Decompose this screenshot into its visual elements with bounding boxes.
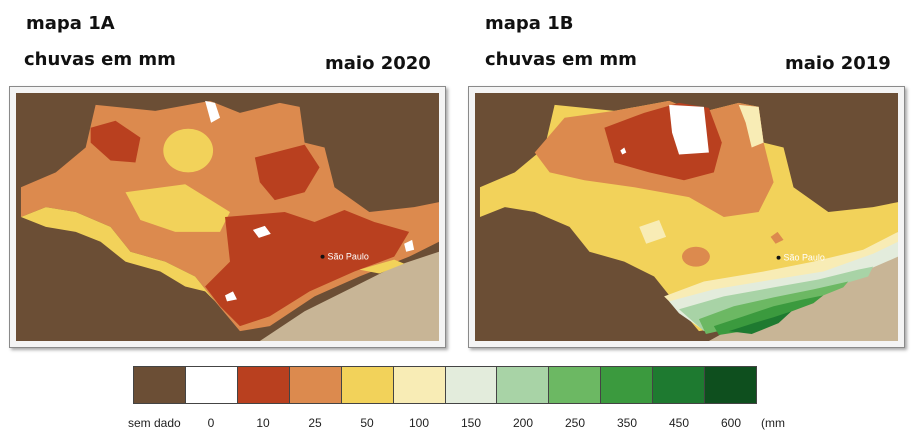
- map-b-zone-100mm-north: [738, 104, 764, 148]
- map-b-zone-25mm-blob-a: [682, 246, 710, 267]
- map-b: São Paulo: [475, 93, 898, 341]
- legend-label-450: 450: [668, 416, 690, 430]
- map-a-title: mapa 1A: [26, 13, 115, 34]
- map-b-zone-350mm: [713, 295, 824, 336]
- map-a-zone-10mm-northwest: [90, 120, 141, 163]
- legend-swatch-450mm: [653, 367, 706, 403]
- map-a-zone-0mm-b: [225, 291, 237, 302]
- legend-swatch-10mm: [237, 367, 290, 403]
- legend-unit-label: (mm: [761, 416, 785, 430]
- map-a-zone-10mm-southeast: [205, 210, 410, 327]
- map-a-zone-0mm-a: [252, 225, 271, 238]
- legend-swatch-200mm: [497, 367, 550, 403]
- map-b-title: mapa 1B: [485, 13, 574, 34]
- legend-swatch-600mm: [705, 367, 757, 403]
- legend-label-10: 10: [256, 416, 270, 430]
- legend-label-25: 25: [308, 416, 322, 430]
- map-a-date: maio 2020: [325, 53, 431, 74]
- map-a-zone-0mm-north: [205, 100, 221, 123]
- map-b-subtitle: chuvas em mm: [485, 49, 637, 70]
- map-b-zone-25mm-blob-b: [770, 231, 784, 244]
- map-a-zone-50mm-north: [163, 128, 214, 173]
- legend-swatch-250mm: [549, 367, 602, 403]
- legend-label-150: 150: [460, 416, 482, 430]
- map-a-city-marker: [320, 254, 325, 259]
- legend-label-250: 250: [564, 416, 586, 430]
- map-a-frame: São Paulo: [9, 86, 446, 348]
- map-b-zone-450mm: [728, 311, 792, 335]
- map-a-ocean: [259, 251, 439, 341]
- map-a-zone-10mm-northeast: [254, 144, 320, 201]
- legend-swatch-no-data: [134, 367, 186, 403]
- map-b-city-marker: [776, 255, 781, 260]
- legend-swatch-0mm: [185, 367, 238, 403]
- map-a: São Paulo: [16, 93, 439, 341]
- legend-swatch-25mm: [289, 367, 342, 403]
- legend-color-scale: [133, 366, 757, 404]
- legend-label-0: 0: [207, 416, 215, 430]
- map-a-zone-50mm-west: [20, 207, 216, 302]
- map-b-zone-0mm-small: [620, 147, 627, 155]
- map-a-zone-50mm-center: [125, 184, 230, 232]
- legend-label-200: 200: [512, 416, 534, 430]
- legend-label-50: 50: [360, 416, 374, 430]
- legend-swatch-150mm: [445, 367, 498, 403]
- map-a-city-label: São Paulo: [328, 252, 369, 262]
- map-b-date: maio 2019: [785, 53, 891, 74]
- map-b-city-label: São Paulo: [784, 253, 825, 263]
- map-b-frame: São Paulo: [468, 86, 905, 348]
- legend-label-600: 600: [720, 416, 742, 430]
- legend-swatch-50mm: [341, 367, 394, 403]
- map-b-zone-100mm-blob: [639, 219, 667, 244]
- legend-label-350: 350: [616, 416, 638, 430]
- map-a-zone-50mm-coast: [359, 259, 405, 274]
- map-a-zone-0mm-c: [404, 239, 415, 252]
- map-a-subtitle: chuvas em mm: [24, 49, 176, 70]
- legend-label-no-data: sem dado: [128, 416, 181, 430]
- legend-swatch-100mm: [393, 367, 446, 403]
- legend-label-100: 100: [408, 416, 430, 430]
- map-b-zone-0mm-north: [669, 104, 709, 155]
- legend-swatch-350mm: [601, 367, 654, 403]
